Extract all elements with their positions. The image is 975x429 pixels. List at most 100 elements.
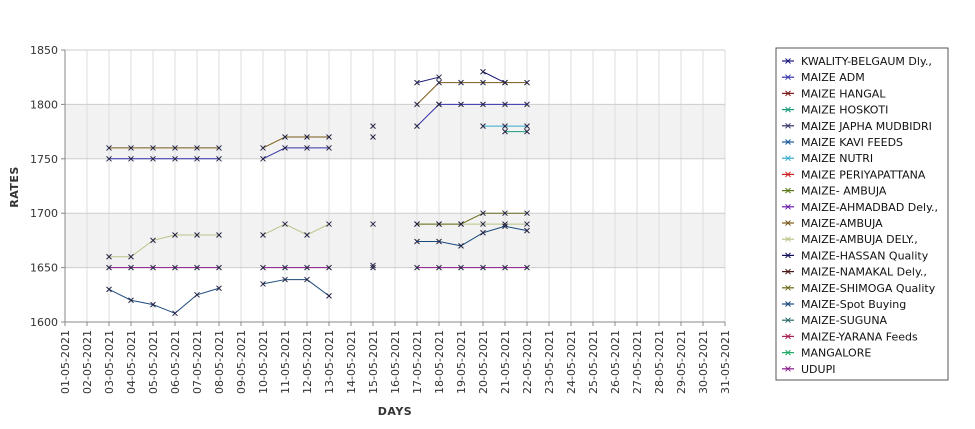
legend-label: MAIZE-HASSAN Quality [801,249,929,262]
legend-label: MAIZE-SUGUNA [801,314,888,327]
series-point [128,297,134,304]
series-line [108,288,132,301]
legend-label: MAIZE- AMBUJA [801,185,887,198]
series-point [480,79,486,86]
series-line [262,223,286,236]
legend-item: MAIZE-NAMAKAL Dely., [782,266,927,279]
y-tick-label: 1600 [30,316,58,329]
series-line [482,225,506,234]
series-point [172,155,178,162]
x-tick-label: 08-05-2021 [213,330,226,394]
series-line [284,223,308,236]
x-tick-label: 05-05-2021 [147,330,160,394]
legend-label: MAIZE-AMBUJA [801,217,883,230]
series-point [502,128,508,135]
series-point [524,264,530,271]
series-point [480,123,486,130]
series-point [304,134,310,140]
legend-item: MAIZE-AHMADBAD Dely., [782,201,938,214]
series-line [262,136,286,149]
series-point [524,123,530,130]
legend-swatch-marker [785,203,791,210]
series-point [502,101,508,108]
legend-swatch-marker [785,333,791,340]
legend-swatch-marker [785,301,791,307]
series-group [436,101,530,130]
series-point [150,145,156,151]
x-tick-label: 24-05-2021 [565,330,578,394]
x-tick-label: 20-05-2021 [477,330,490,394]
series-point [106,145,112,151]
legend-item: MAIZE ADM [782,71,865,84]
legend-label: MAIZE-Spot Buying [801,298,906,311]
legend-swatch-marker [785,90,791,97]
legend-swatch-marker [785,317,791,324]
series-point [282,264,288,271]
legend-item: MAIZE HOSKOTI [782,104,888,117]
series-point [260,264,266,271]
legend-item: MAIZE JAPHA MUDBIDRI [782,120,932,133]
x-axis-ticks: 01-05-2021 02-05-2021 03-05-2021 04-05-2021… [59,322,732,394]
series-point [480,229,486,236]
y-tick-label: 1800 [30,98,58,111]
legend-item: MAIZE HANGAL [782,87,886,100]
x-tick-label: 13-05-2021 [323,330,336,394]
x-tick-label: 21-05-2021 [499,330,512,394]
series-point [436,79,442,86]
series-group [502,128,530,135]
series-line [306,223,330,236]
series-point [502,223,508,230]
series-point [370,262,376,269]
series-group [106,264,530,271]
series-line [416,104,440,127]
series-line [174,294,198,314]
legend-label: MAIZE HOSKOTI [801,104,888,117]
series-point [436,74,442,81]
x-tick-label: 19-05-2021 [455,330,468,394]
series-point [216,285,222,292]
series-point [194,155,200,162]
series-point [106,253,112,260]
series-point [414,79,420,86]
x-tick-label: 03-05-2021 [103,330,116,394]
legend-label: MAIZE NUTRI [801,152,873,165]
series-point [260,155,266,162]
series-line [130,299,154,306]
legend-swatch-marker [785,187,791,194]
x-tick-label: 12-05-2021 [301,330,314,394]
series-line [306,279,330,297]
series-point [150,155,156,162]
series-point [524,227,530,234]
series-line [152,234,176,241]
series-point [458,221,464,227]
series-point [414,101,420,108]
x-tick-label: 10-05-2021 [257,330,270,394]
legend-swatch-marker [785,284,791,291]
series-point [172,145,178,151]
series-line [130,239,154,258]
legend-label: MAIZE ADM [801,71,865,84]
series-point [216,232,222,238]
series-group [106,223,530,317]
series-point [260,281,266,287]
series-point [106,286,112,293]
x-tick-label: 17-05-2021 [411,330,424,394]
series-point [326,293,332,299]
y-axis-ticks: 1600 1650 1700 1750 1800 1850 [30,44,65,329]
series-point [524,128,530,135]
series-point [282,276,288,283]
legend-item: MAIZE-HASSAN Quality [782,249,929,262]
legend-swatch-marker [785,349,791,356]
x-tick-label: 04-05-2021 [125,330,138,394]
series-line [460,212,484,225]
legend-label: UDUPI [801,363,835,376]
series-point [172,232,178,238]
series-point [524,221,530,227]
series-point [128,145,134,151]
x-tick-label: 07-05-2021 [191,330,204,394]
x-tick-label: 15-05-2021 [367,330,380,394]
series-point [304,276,310,283]
series-point [194,232,200,238]
legend-item: KWALITY-BELGAUM Dly., [782,55,932,68]
